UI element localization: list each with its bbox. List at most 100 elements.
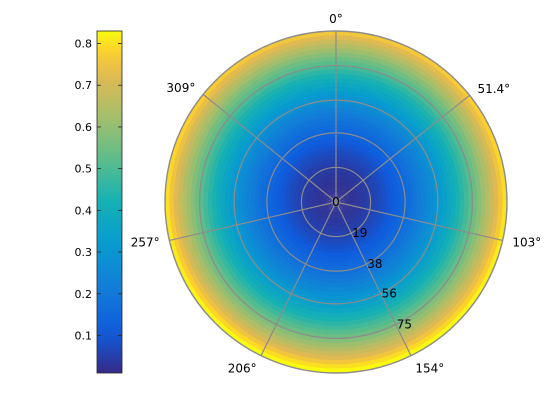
heatmap-cell: [357, 259, 366, 268]
heatmap-cell: [391, 201, 397, 208]
heatmap-cell: [273, 329, 289, 341]
heatmap-cell: [335, 137, 343, 143]
heatmap-cell: [480, 146, 491, 164]
heatmap-cell: [320, 174, 326, 180]
heatmap-cell: [337, 184, 340, 190]
heatmap-cell: [335, 154, 341, 160]
grid-spoke: [202, 93, 337, 203]
heatmap-cell: [468, 282, 483, 300]
heatmap-cell: [335, 291, 345, 297]
heatmap-cell: [333, 210, 336, 215]
heatmap-cell: [240, 309, 256, 323]
heatmap-cell: [284, 205, 290, 212]
heatmap-cell: [398, 60, 415, 73]
heatmap-cell: [297, 201, 302, 206]
heatmap-cell: [343, 211, 348, 217]
heatmap-cell: [236, 201, 243, 212]
heatmap-cell: [358, 263, 368, 272]
heatmap-cell: [241, 201, 247, 211]
heatmap-cell: [406, 296, 420, 309]
heatmap-cell: [320, 193, 325, 197]
heatmap-cell: [230, 153, 240, 167]
heatmap-cell: [232, 70, 249, 85]
heatmap-cell: [440, 161, 449, 174]
heatmap-cell: [329, 261, 337, 267]
heatmap-cell: [350, 191, 356, 195]
heatmap-cell: [403, 48, 422, 62]
heatmap-cell: [382, 201, 388, 207]
heatmap-cell: [327, 201, 332, 203]
heatmap-cell: [234, 256, 246, 270]
heatmap-cell: [440, 124, 453, 139]
heatmap-cell: [425, 201, 431, 211]
heatmap-cell: [252, 52, 271, 66]
heatmap-cell: [317, 210, 323, 215]
heatmap-cell: [323, 204, 329, 208]
heatmap-cell: [215, 106, 229, 122]
heatmap-cell: [236, 281, 249, 295]
heatmap-cell: [464, 152, 474, 168]
heatmap-cell: [257, 102, 271, 115]
heatmap-cell: [371, 275, 382, 285]
heatmap-cell: [420, 295, 435, 309]
heatmap-cell: [321, 146, 328, 153]
heatmap-cell: [288, 201, 294, 207]
heatmap-cell: [320, 207, 325, 211]
r-tick-label: 56: [382, 287, 397, 301]
colorbar-tick-label: 0.8: [75, 38, 93, 51]
heatmap-cell: [231, 164, 240, 177]
heatmap-cell: [327, 282, 337, 289]
heatmap-cell: [284, 201, 290, 207]
heatmap-cell: [330, 253, 337, 259]
heatmap-cell: [462, 90, 479, 108]
heatmap-cell: [387, 196, 393, 203]
heatmap-cell: [235, 74, 252, 89]
heatmap-cell: [335, 102, 346, 109]
heatmap-cell: [444, 148, 454, 162]
heatmap-cell: [444, 159, 453, 173]
heatmap-cell: [344, 173, 349, 179]
heatmap-cell: [285, 111, 297, 121]
heatmap-cell: [392, 319, 409, 332]
heatmap-cell: [250, 316, 267, 330]
heatmap-cell: [428, 145, 439, 158]
heatmap-cell: [471, 252, 483, 269]
heatmap-cell: [229, 118, 242, 132]
heatmap-cell: [407, 70, 424, 84]
heatmap-cell: [290, 318, 305, 328]
heatmap-cell: [287, 96, 301, 106]
heatmap-cell: [204, 289, 219, 306]
heatmap-cell: [222, 277, 236, 292]
heatmap-cell: [403, 342, 422, 356]
heatmap-cell: [429, 192, 436, 203]
heatmap-cell: [189, 149, 200, 166]
heatmap-cell: [173, 143, 184, 162]
heatmap-cell: [394, 323, 411, 336]
heatmap-cell: [226, 151, 236, 165]
heatmap-cell: [401, 52, 420, 66]
heatmap-cell: [340, 198, 345, 201]
heatmap-cell: [392, 72, 409, 85]
heatmap-cell: [222, 138, 233, 153]
heatmap-cell: [244, 168, 252, 180]
heatmap-cell: [328, 119, 337, 126]
heatmap-cell: [325, 94, 337, 100]
heatmap-cell: [197, 92, 213, 110]
heatmap-cell: [234, 92, 249, 106]
heatmap-cell: [406, 95, 420, 108]
heatmap-cell: [338, 194, 342, 199]
heatmap-cell: [374, 346, 392, 357]
heatmap-cell: [335, 240, 341, 246]
heatmap-cell: [339, 203, 345, 206]
heatmap-cell: [218, 279, 232, 295]
heatmap-cell: [197, 278, 211, 295]
heatmap-cell: [202, 260, 215, 277]
heatmap-cell: [449, 101, 464, 118]
heatmap-cell: [430, 118, 443, 132]
heatmap-cell: [444, 300, 460, 316]
heatmap-cell: [354, 188, 360, 194]
heatmap-cell: [311, 216, 317, 222]
heatmap-cell: [476, 269, 490, 288]
heatmap-cell: [320, 179, 326, 185]
heatmap-cell: [330, 205, 334, 210]
